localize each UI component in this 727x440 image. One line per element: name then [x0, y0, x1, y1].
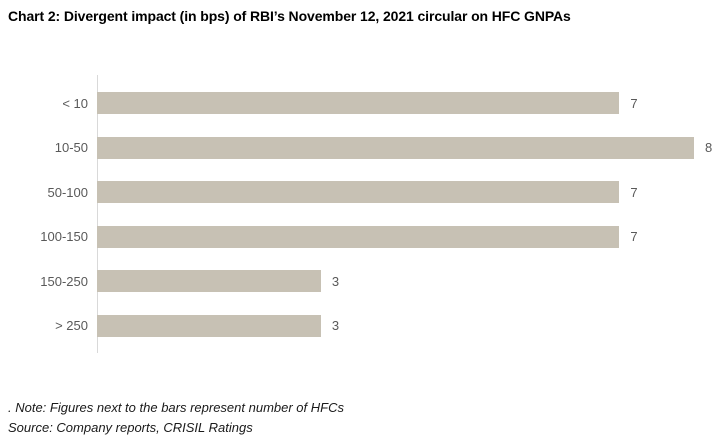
bar-track: 3	[97, 270, 694, 293]
bar-track: 8	[97, 136, 712, 159]
bar	[97, 136, 694, 159]
category-label: 100-150	[40, 229, 88, 245]
value-label: 8	[705, 140, 713, 156]
category-label: < 10	[62, 95, 88, 111]
category-label: > 250	[55, 318, 88, 334]
bar-track: 7	[97, 92, 694, 114]
value-label: 3	[331, 318, 340, 334]
category-label: 150-250	[40, 273, 88, 289]
chart-row: > 250 3	[0, 314, 727, 337]
value-label: 3	[331, 273, 340, 289]
y-axis-line	[97, 75, 98, 353]
bar-track: 3	[97, 314, 694, 337]
value-label: 7	[630, 229, 638, 245]
bar	[97, 92, 620, 114]
chart-rows: < 10 7 10-50 8 50-100 7 100-150 7 150-250 3 > 250 3	[0, 75, 727, 353]
bar-track: 7	[97, 225, 694, 248]
value-label: 7	[630, 95, 638, 111]
category-label: 50-100	[47, 184, 88, 200]
source-text: Source: Company reports, CRISIL Ratings	[8, 420, 253, 435]
value-label: 7	[630, 184, 638, 200]
bar	[97, 225, 620, 248]
chart-row: 50-100 7	[0, 181, 727, 204]
bar-track: 7	[97, 181, 694, 204]
bar	[97, 181, 620, 204]
chart-title: Chart 2: Divergent impact (in bps) of RB…	[8, 8, 571, 24]
bar	[97, 270, 321, 293]
bar-chart: < 10 7 10-50 8 50-100 7 100-150 7 150-250 3 > 250 3	[0, 75, 727, 353]
bar	[97, 314, 321, 337]
chart-row: 150-250 3	[0, 270, 727, 293]
chart-row: 10-50 8	[0, 136, 727, 159]
chart-row: 100-150 7	[0, 225, 727, 248]
chart-row: < 10 7	[0, 92, 727, 114]
chart-footnotes: . Note: Figures next to the bars represe…	[8, 398, 727, 438]
category-label: 10-50	[54, 140, 88, 156]
note-text: . Note: Figures next to the bars represe…	[8, 400, 344, 415]
